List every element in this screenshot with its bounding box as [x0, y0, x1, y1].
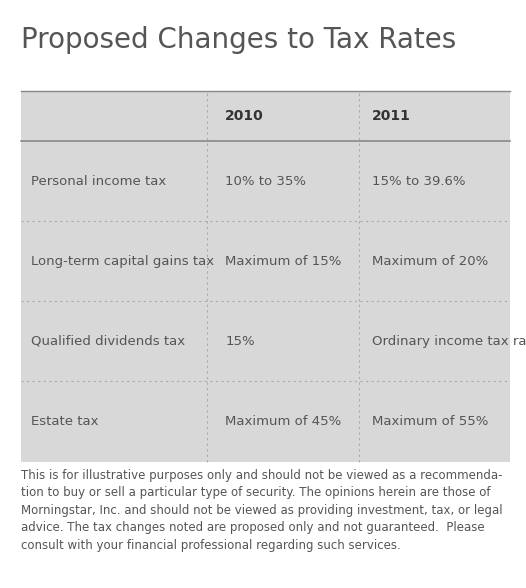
Text: 15%: 15%	[225, 335, 255, 348]
Text: Qualified dividends tax: Qualified dividends tax	[31, 335, 185, 348]
Text: Long-term capital gains tax: Long-term capital gains tax	[31, 255, 214, 268]
Text: Maximum of 55%: Maximum of 55%	[372, 415, 489, 428]
Text: This is for illustrative purposes only and should not be viewed as a recommenda-: This is for illustrative purposes only a…	[21, 469, 503, 552]
Text: Maximum of 20%: Maximum of 20%	[372, 255, 489, 268]
Text: Personal income tax: Personal income tax	[31, 175, 166, 188]
Text: Ordinary income tax rate: Ordinary income tax rate	[372, 335, 526, 348]
Text: Maximum of 45%: Maximum of 45%	[225, 415, 341, 428]
Text: 2011: 2011	[372, 109, 411, 123]
Text: Maximum of 15%: Maximum of 15%	[225, 255, 341, 268]
Text: Proposed Changes to Tax Rates: Proposed Changes to Tax Rates	[21, 26, 456, 55]
Bar	[21, 91, 510, 462]
Text: 10% to 35%: 10% to 35%	[225, 175, 306, 188]
Text: 2010: 2010	[225, 109, 264, 123]
Text: 15% to 39.6%: 15% to 39.6%	[372, 175, 466, 188]
Text: Estate tax: Estate tax	[31, 415, 98, 428]
